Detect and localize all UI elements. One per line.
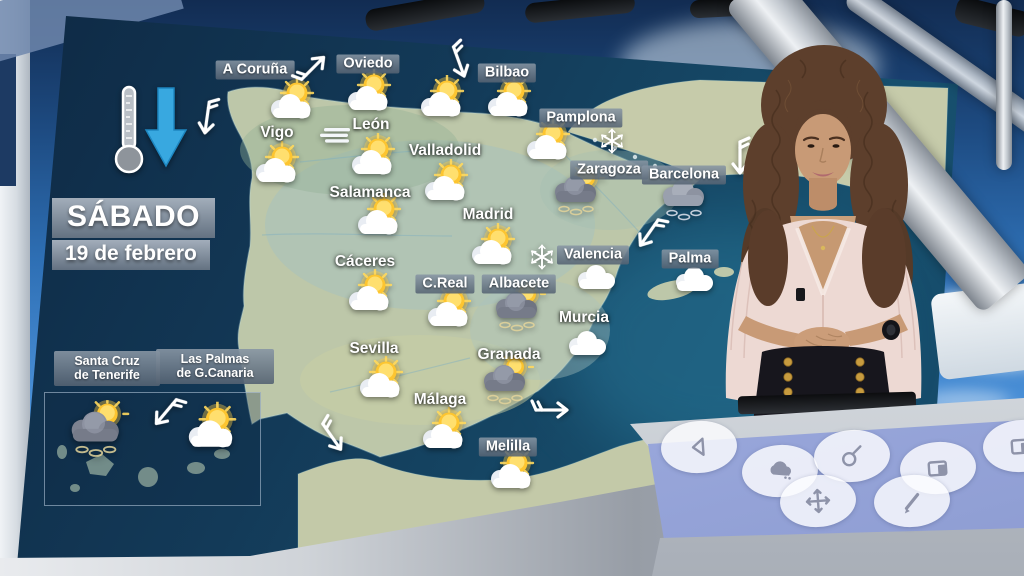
- card-icon: [927, 460, 948, 477]
- move-arrows-icon: [805, 488, 831, 514]
- city-label-vigo: Vigo: [260, 124, 294, 141]
- sun-cloud-icon-vigo: [250, 139, 306, 187]
- touch-button-layers[interactable]: [898, 439, 978, 497]
- wind-arrow-icon: [283, 38, 342, 97]
- city-label-a-corun-a: A Coruña: [215, 60, 295, 80]
- city-label-granada: Granada: [477, 346, 541, 363]
- card-icon: [1010, 438, 1024, 455]
- city-label-barcelona: Barcelona: [641, 165, 727, 185]
- touch-button-edge[interactable]: [981, 417, 1024, 475]
- wind-arrow-icon: [303, 408, 361, 467]
- touch-button-search[interactable]: [812, 427, 892, 485]
- city-label-palma: Palma: [661, 249, 719, 269]
- rain-cloud-glyph-icon: [770, 461, 792, 480]
- sun-cloud-icon: [415, 73, 471, 121]
- snowflake-icon: [530, 244, 555, 270]
- city-label-zaragoza: Zaragoza: [570, 160, 648, 180]
- studio-pole: [996, 0, 1012, 170]
- city-label-ma-laga: Málaga: [413, 391, 467, 408]
- sun-cloud-icon-bilbao: [482, 73, 538, 121]
- sun-cloud-icon-a-corun-a: [265, 75, 321, 123]
- studio-left-navy-strip: [0, 54, 16, 186]
- sun-cloud-icon-salamanca: [352, 191, 408, 239]
- city-label-madrid: Madrid: [462, 206, 514, 223]
- touch-button-weather-layer[interactable]: [740, 442, 820, 500]
- city-label-pamplona: Pamplona: [539, 108, 623, 128]
- snowflake-icon: [600, 128, 625, 154]
- fog-icon: [320, 128, 354, 144]
- city-label-oviedo: Oviedo: [336, 54, 400, 74]
- sun-cloud-icon-madrid: [466, 221, 522, 269]
- sun-cloud-icon-ma-laga: [417, 405, 473, 453]
- map-menorca: [714, 267, 734, 277]
- touch-button-back[interactable]: [659, 418, 739, 476]
- rain-cloud-icon-barcelona: [658, 176, 710, 222]
- white-cloud-icon-valencia: [573, 263, 619, 293]
- sun-cloud-icon-leo-n: [346, 131, 402, 179]
- white-cloud-icon-murcia: [564, 329, 610, 359]
- city-label-sevilla: Sevilla: [349, 340, 399, 357]
- temperature-down-arrow-icon: [144, 86, 188, 170]
- thermometer-falling-icon: [112, 84, 146, 176]
- white-cloud-icon-palma: [671, 265, 717, 295]
- sun-cloud-icon-sevilla: [354, 354, 410, 402]
- wind-arrow-icon: [184, 93, 230, 142]
- city-label-bilbao: Bilbao: [477, 63, 537, 83]
- city-label-melilla: Melilla: [478, 437, 538, 457]
- city-label-valencia: Valencia: [556, 245, 630, 265]
- city-label-valladolid: Valladolid: [408, 142, 482, 159]
- forecast-day-label: SÁBADO: [52, 198, 216, 238]
- wind-arrow-icon: [530, 390, 574, 430]
- sun-cloud-icon-ca-ceres: [343, 267, 399, 315]
- city-label-ca-ceres: Cáceres: [334, 253, 396, 270]
- sun-cloud-icon-valladolid: [419, 157, 475, 205]
- touch-button-move[interactable]: [778, 472, 858, 530]
- sun-cloud-icon-gran-canaria: [182, 400, 244, 453]
- forecast-date-label: 19 de febrero: [52, 240, 210, 270]
- storm-sun-icon-tenerife: [64, 396, 131, 460]
- canary-station-right-label: Las Palmas de G.Canaria: [156, 349, 274, 384]
- city-label-albacete: Albacete: [481, 274, 557, 294]
- city-label-c-real: C.Real: [415, 274, 475, 294]
- city-label-leo-n: León: [352, 116, 390, 133]
- canary-station-left-label: Santa Cruz de Tenerife: [54, 351, 160, 386]
- sun-cloud-icon-oviedo: [342, 67, 398, 115]
- wind-arrow-icon: [620, 204, 678, 263]
- back-arrow-icon: [691, 437, 705, 456]
- city-label-murcia: Murcia: [559, 309, 609, 326]
- pen-icon: [904, 492, 920, 514]
- wind-arrow-icon: [433, 34, 486, 89]
- wind-arrow-icon-canary: [137, 382, 196, 441]
- storm-sun-icon-granada: [477, 351, 535, 407]
- touch-button-draw[interactable]: [872, 472, 952, 530]
- city-label-salamanca: Salamanca: [329, 184, 411, 201]
- magnifier-icon: [842, 445, 862, 467]
